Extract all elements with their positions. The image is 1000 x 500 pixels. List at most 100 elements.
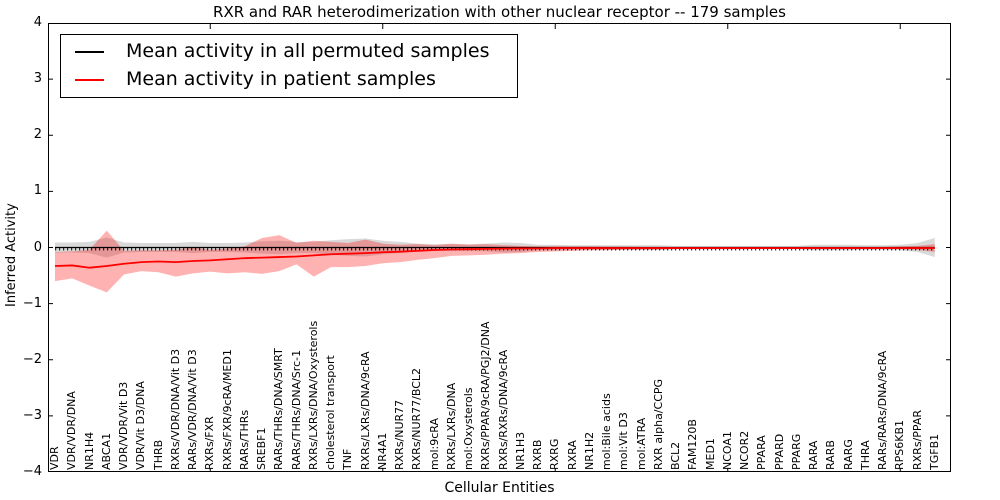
zero-line-tick	[339, 247, 341, 251]
zero-line-tick	[79, 247, 81, 251]
zero-line-tick	[263, 247, 265, 251]
zero-line-tick	[115, 247, 117, 251]
zero-line-tick	[631, 247, 633, 251]
zero-line-tick	[663, 247, 665, 251]
zero-line-tick	[847, 247, 849, 251]
zero-line-tick	[91, 247, 93, 251]
zero-line-tick	[639, 247, 641, 251]
y-tick-label: −2	[22, 351, 42, 367]
zero-line-tick	[775, 247, 777, 251]
zero-line-tick	[751, 247, 753, 251]
y-tick-label: −3	[22, 407, 42, 423]
zero-line-tick	[431, 247, 433, 251]
zero-line-tick	[239, 247, 241, 251]
zero-line-tick	[359, 247, 361, 251]
zero-line-tick	[419, 247, 421, 251]
zero-line-tick	[179, 247, 181, 251]
zero-line-tick	[603, 247, 605, 251]
legend-item-permuted: Mean activity in all permuted samples	[61, 40, 517, 63]
zero-line-tick	[427, 247, 429, 251]
zero-line-tick	[203, 247, 205, 251]
zero-line-tick	[875, 247, 877, 251]
zero-line-tick	[759, 247, 761, 251]
zero-line-tick	[891, 247, 893, 251]
zero-line-tick	[715, 247, 717, 251]
zero-line-tick	[659, 247, 661, 251]
patient-mean-line	[54, 247, 935, 269]
zero-line-tick	[399, 247, 401, 251]
zero-line-tick	[855, 247, 857, 251]
legend-label: Mean activity in all permuted samples	[126, 40, 490, 63]
zero-line-tick	[583, 247, 585, 251]
zero-line-tick	[735, 247, 737, 251]
zero-line-tick	[139, 247, 141, 251]
zero-line-tick	[619, 247, 621, 251]
zero-line-tick	[307, 247, 309, 251]
zero-line-tick	[391, 247, 393, 251]
zero-line-tick	[295, 247, 297, 251]
zero-line-tick	[687, 247, 689, 251]
zero-line-tick	[371, 247, 373, 251]
zero-line-tick	[363, 247, 365, 251]
zero-line-tick	[611, 247, 613, 251]
zero-line-tick	[843, 247, 845, 251]
zero-line-tick	[595, 247, 597, 251]
zero-line-tick	[783, 247, 785, 251]
zero-line-tick	[915, 247, 917, 251]
zero-line-tick	[355, 247, 357, 251]
zero-line-tick	[59, 247, 61, 251]
zero-line-tick	[163, 247, 165, 251]
zero-line-tick	[187, 247, 189, 251]
zero-line-tick	[55, 247, 57, 251]
zero-line-tick	[155, 247, 157, 251]
zero-line-tick	[755, 247, 757, 251]
zero-line-tick	[343, 247, 345, 251]
y-tick-label: 1	[33, 183, 42, 199]
zero-line-tick	[95, 247, 97, 251]
zero-line-tick	[119, 247, 121, 251]
zero-line-tick	[319, 247, 321, 251]
zero-line-tick	[291, 247, 293, 251]
zero-line-tick	[887, 247, 889, 251]
y-tick-label: 3	[33, 71, 42, 87]
zero-line-tick	[87, 247, 89, 251]
zero-line-tick	[823, 247, 825, 251]
zero-line-tick	[831, 247, 833, 251]
zero-line-tick	[559, 247, 561, 251]
zero-line-tick	[195, 247, 197, 251]
zero-line-tick	[275, 247, 277, 251]
zero-line-tick	[347, 247, 349, 251]
zero-line-tick	[899, 247, 901, 251]
zero-line-tick	[259, 247, 261, 251]
y-tick-label: 2	[33, 127, 42, 143]
zero-line-tick	[283, 247, 285, 251]
zero-line-tick	[803, 247, 805, 251]
zero-line-tick	[575, 247, 577, 251]
zero-line-tick	[675, 247, 677, 251]
zero-line-tick	[411, 247, 413, 251]
zero-line-tick	[395, 247, 397, 251]
zero-line-tick	[167, 247, 169, 251]
zero-line-tick	[799, 247, 801, 251]
zero-line-tick	[567, 247, 569, 251]
zero-line-tick	[587, 247, 589, 251]
zero-line-tick	[151, 247, 153, 251]
zero-line-tick	[655, 247, 657, 251]
zero-line-tick	[375, 247, 377, 251]
zero-line-tick	[867, 247, 869, 251]
zero-line-tick	[903, 247, 905, 251]
zero-line-tick	[671, 247, 673, 251]
zero-line-tick	[279, 247, 281, 251]
zero-line-tick	[131, 247, 133, 251]
zero-line-tick	[863, 247, 865, 251]
zero-line-tick	[579, 247, 581, 251]
zero-line-tick	[919, 247, 921, 251]
zero-line-tick	[255, 247, 257, 251]
zero-line-tick	[107, 247, 109, 251]
zero-line-tick	[667, 247, 669, 251]
zero-line-tick	[879, 247, 881, 251]
zero-line-tick	[607, 247, 609, 251]
zero-line-tick	[679, 247, 681, 251]
zero-line-tick	[367, 247, 369, 251]
